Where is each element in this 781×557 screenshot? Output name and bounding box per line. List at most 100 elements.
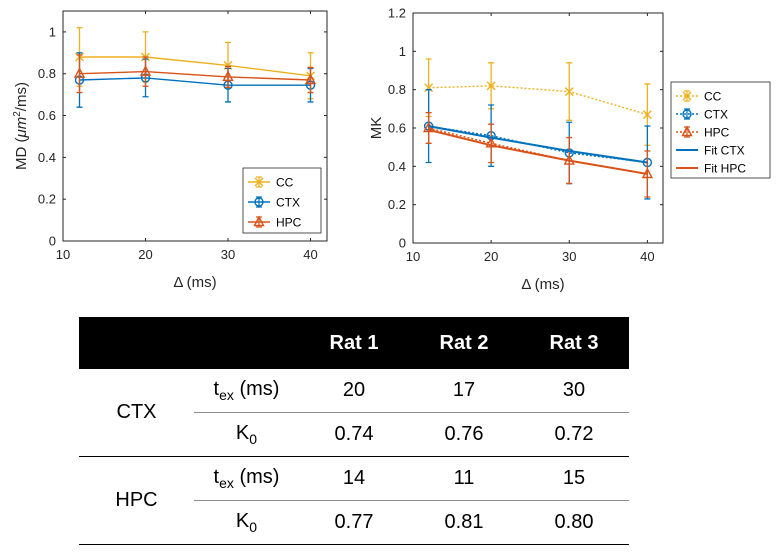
mk-ytick-label: 1: [399, 44, 406, 59]
md-ytick-label: 0.2: [38, 192, 56, 207]
exchange-table: Rat 1 Rat 2 Rat 3 CTX tex (ms) 20 17 30 K0 0.7…: [79, 317, 629, 545]
mk-series-cc-line: [428, 85, 648, 116]
mk-legend-marker: [681, 125, 693, 137]
mk-legend-label: HPC: [704, 126, 730, 140]
table-header-cell: [79, 317, 194, 369]
table-cell: 0.80: [519, 500, 629, 545]
md-ylabel: MD (μm2/ms): [12, 82, 30, 170]
param-base: K: [235, 422, 250, 444]
table-header-row: Rat 1 Rat 2 Rat 3: [79, 317, 629, 369]
mk-series-cc-point: [564, 87, 574, 97]
mk-legend-label: Fit CTX: [704, 144, 745, 158]
md-legend: CC CTX HPC: [242, 167, 322, 234]
mk-series-fit-hpc: [428, 128, 648, 175]
md-ytick-label: 0.6: [38, 108, 56, 123]
md-xtick-label: 10: [56, 247, 70, 262]
mk-ytick-label: 0.2: [388, 197, 406, 212]
md-series-hpc-point: [222, 70, 234, 82]
table-cell: 0.77: [299, 500, 409, 545]
mk-xtick-label: 40: [640, 249, 654, 264]
mk-series-cc-point: [486, 81, 496, 91]
charts-canvas: 10 20 30 40 0 0.2 0.4 0.6 0.8 1 Δ (ms) MD (μm2/ms…: [12, 6, 771, 293]
mk-legend-label: Fit HPC: [704, 162, 746, 176]
mk-ytick-label: 0.6: [388, 121, 406, 136]
md-xtick-label: 30: [221, 247, 235, 262]
mk-series-hpc-errorbar: [425, 112, 432, 144]
group-label: HPC: [79, 456, 194, 545]
mk-series-fit-hpc-line: [428, 128, 648, 175]
md-series-hpc-line: [79, 70, 311, 81]
md-series-hpc-errorbar: [76, 54, 83, 94]
md-series-hpc-errorbar: [142, 56, 149, 87]
md-legend-marker: [254, 197, 264, 207]
table-cell: 0.81: [409, 500, 519, 545]
md-ytick-label: 0: [49, 234, 56, 249]
param-label: K0: [194, 500, 299, 545]
md-ytick-label: 0.4: [38, 150, 56, 165]
md-xlabel: Δ (ms): [173, 274, 216, 291]
mk-legend-item: Fit HPC: [676, 162, 746, 176]
param-base: K: [235, 510, 250, 532]
table-row: K0 0.77 0.81 0.80: [79, 500, 629, 545]
mk-plot-area: [412, 12, 664, 244]
md-xtick-label: 20: [138, 247, 152, 262]
mk-legend-item: CTX: [676, 108, 728, 122]
table-header-cell: [194, 317, 299, 369]
param-label: tex (ms): [194, 369, 299, 413]
table-cell: 15: [519, 456, 629, 501]
mk-series-fit-ctx: [428, 125, 648, 164]
md-ytick-label: 0.8: [38, 66, 56, 81]
mk-series-hpc-point: [485, 136, 497, 148]
mk-legend-item: CC: [676, 90, 722, 104]
param-suffix: (ms): [233, 378, 280, 400]
param-base: t: [213, 466, 220, 488]
table-cell: 11: [409, 456, 519, 501]
md-chart: 10 20 30 40 0 0.2 0.4 0.6 0.8 1 Δ (ms) MD (μm2/ms…: [12, 10, 328, 291]
mk-series-fit-ctx-line: [428, 125, 648, 164]
mk-ytick-label: 1.2: [388, 6, 406, 21]
md-xtick-label: 40: [303, 247, 317, 262]
table-cell: 30: [519, 369, 629, 413]
mk-ytick-label: 0.8: [388, 82, 406, 97]
mk-legend: CC CTX HPC Fit CTX Fit HPC: [670, 81, 771, 179]
mk-series-cc-point: [642, 110, 652, 120]
mk-series-cc-point: [424, 83, 434, 93]
md-legend-marker: [253, 215, 265, 227]
mk-legend-item: HPC: [676, 126, 730, 140]
mk-xlabel: Δ (ms): [521, 276, 564, 293]
table-header-rat3: Rat 3: [519, 317, 629, 369]
param-subscript: 0: [249, 431, 258, 447]
mk-xtick-label: 10: [406, 249, 420, 264]
table-row: HPC tex (ms) 14 11 15: [79, 456, 629, 545]
md-series-hpc-errorbar: [307, 66, 314, 94]
table-cell: 17: [409, 369, 519, 413]
md-legend-label: HPC: [276, 216, 302, 230]
mk-chart: 10 20 30 40 0 0.2 0.4 0.6 0.8 1 1.2 Δ (ms) MK CC CT…: [368, 6, 771, 293]
param-suffix: (ms): [233, 466, 280, 488]
param-base: t: [213, 378, 220, 400]
mk-series-hpc-errorbar: [488, 123, 495, 164]
mk-ylabel: MK: [368, 117, 385, 140]
mk-xtick-label: 20: [484, 249, 498, 264]
md-series-hpc-point: [73, 67, 86, 78]
table-cell: 0.74: [299, 412, 409, 457]
md-series-hpc-point: [304, 73, 317, 85]
md-legend-marker: [254, 177, 264, 187]
md-legend-item: HPC: [248, 216, 302, 230]
table-cell: 0.76: [409, 412, 519, 457]
md-series-hpc: [73, 54, 317, 94]
param-subscript: ex: [219, 475, 234, 491]
mk-xtick-label: 30: [562, 249, 576, 264]
mk-legend-item: Fit CTX: [676, 144, 745, 158]
mk-legend-label: CTX: [704, 108, 728, 122]
md-series-ctx-line: [79, 77, 311, 86]
md-series-hpc-errorbar: [225, 65, 231, 88]
mk-legend-marker: [682, 109, 692, 119]
param-subscript: ex: [219, 387, 234, 403]
md-series-hpc-point: [139, 65, 152, 76]
group-label: CTX: [79, 369, 194, 457]
table-row: CTX tex (ms) 20 17 30: [79, 369, 629, 457]
md-legend-label: CC: [276, 176, 294, 190]
param-label: K0: [194, 412, 299, 457]
mk-ytick-label: 0: [399, 236, 406, 251]
